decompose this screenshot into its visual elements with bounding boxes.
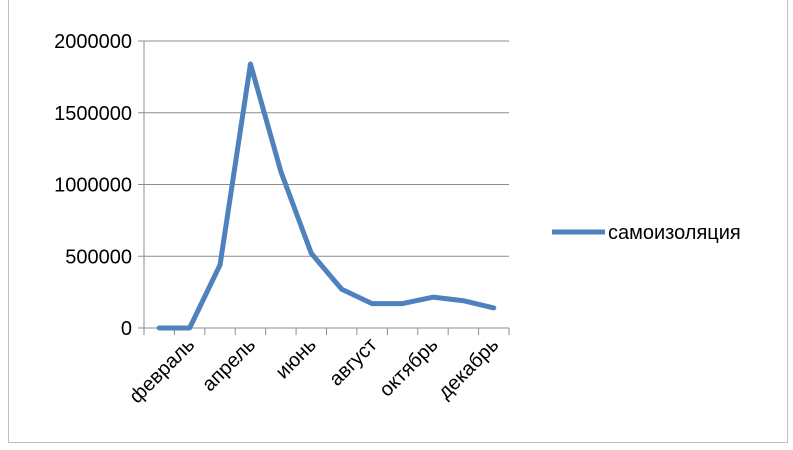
- y-tick-label: 1000000: [54, 175, 132, 197]
- data-point: [310, 252, 312, 254]
- data-point: [493, 307, 495, 309]
- x-tick-label: февраль: [125, 334, 199, 408]
- x-tick-label: апрель: [198, 334, 260, 396]
- y-tick-label: 500000: [65, 246, 132, 268]
- data-point: [219, 264, 221, 266]
- x-tick-label: декабрь: [434, 334, 503, 403]
- data-point: [280, 171, 282, 173]
- x-tick-label: июнь: [272, 334, 321, 383]
- chart-area: [8, 0, 788, 443]
- series-line: [156, 61, 497, 331]
- axes: [138, 40, 510, 335]
- x-tick-label: август: [325, 334, 382, 391]
- y-tick-label: 2000000: [54, 31, 132, 53]
- data-point: [432, 296, 434, 298]
- legend-label: самоизоляция: [608, 222, 741, 244]
- y-tick-label: 0: [121, 318, 132, 340]
- data-point: [462, 300, 464, 302]
- series-lines: [156, 61, 497, 331]
- data-point: [371, 303, 373, 305]
- data-point: [158, 327, 160, 329]
- data-point: [402, 303, 404, 305]
- gridlines: [144, 40, 509, 257]
- data-point: [189, 327, 191, 329]
- data-point: [249, 63, 251, 65]
- y-axis-tick-labels: 0 500000 1000000 1500000 2000000: [54, 31, 132, 340]
- x-tick-label: октябрь: [375, 334, 442, 401]
- data-point: [341, 288, 343, 290]
- legend: самоизоляция: [552, 222, 741, 244]
- y-tick-label: 1500000: [54, 103, 132, 125]
